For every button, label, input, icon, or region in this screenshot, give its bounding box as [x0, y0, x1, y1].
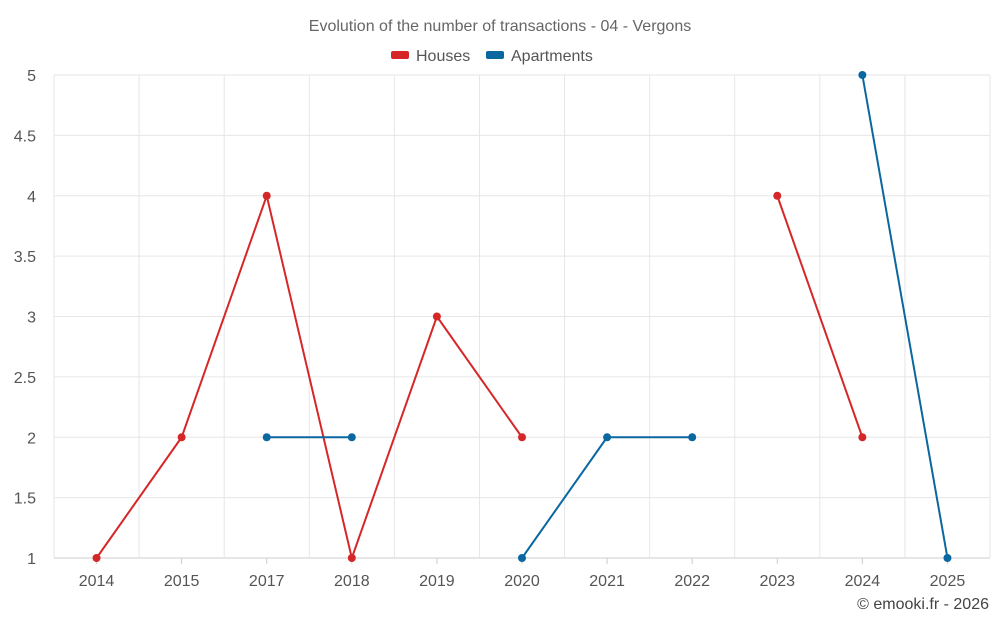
- data-point-apartments[interactable]: [518, 554, 526, 562]
- x-tick-label: 2024: [845, 573, 881, 590]
- chart-title: Evolution of the number of transactions …: [309, 18, 691, 35]
- data-point-apartments[interactable]: [347, 433, 356, 442]
- y-tick-label: 1.5: [14, 491, 36, 508]
- series-line-houses: [95, 194, 523, 559]
- series-apartments: [262, 71, 952, 562]
- series: [92, 71, 952, 562]
- data-point-apartments[interactable]: [858, 71, 867, 79]
- legend-item-houses[interactable]: Houses: [391, 48, 470, 65]
- legend-item-apartments[interactable]: Apartments: [486, 48, 593, 65]
- y-tick-label: 2.5: [14, 370, 36, 387]
- y-tick-label: 4: [27, 189, 36, 206]
- data-point-apartments[interactable]: [943, 554, 952, 562]
- grid: [53, 74, 991, 559]
- x-axis: 2014 2015 2017 2018 2019 2020 2021 2022 2023 2024…: [79, 558, 966, 590]
- data-point-houses[interactable]: [432, 312, 441, 321]
- data-point-houses[interactable]: [92, 554, 101, 562]
- y-tick-label: 3.5: [14, 249, 36, 266]
- x-tick-label: 2023: [759, 573, 795, 590]
- data-point-houses[interactable]: [177, 433, 186, 442]
- data-point-houses[interactable]: [347, 554, 356, 562]
- x-tick-label: 2018: [334, 573, 370, 590]
- data-point-houses[interactable]: [773, 191, 782, 200]
- y-axis: 1 1.5 2 2.5 3 3.5 4 4.5 5: [14, 68, 36, 568]
- legend: Houses Apartments: [391, 48, 593, 65]
- series-line-houses: [776, 195, 864, 438]
- data-point-houses[interactable]: [858, 433, 867, 442]
- x-tick-label: 2019: [419, 573, 455, 590]
- x-tick-label: 2015: [164, 573, 200, 590]
- legend-label-houses: Houses: [416, 48, 470, 65]
- data-point-apartments[interactable]: [688, 433, 697, 442]
- y-tick-label: 4.5: [14, 128, 36, 145]
- x-tick-label: 2020: [504, 573, 540, 590]
- legend-label-apartments: Apartments: [511, 48, 593, 65]
- y-tick-label: 2: [27, 430, 36, 447]
- data-point-apartments[interactable]: [262, 433, 271, 442]
- y-tick-label: 1: [27, 551, 36, 568]
- x-tick-label: 2022: [674, 573, 710, 590]
- data-point-houses[interactable]: [262, 191, 271, 200]
- series-line-apartments: [861, 74, 949, 559]
- series-houses: [92, 191, 867, 562]
- x-tick-label: 2017: [249, 573, 285, 590]
- x-tick-label: 2014: [79, 573, 115, 590]
- x-tick-label: 2021: [589, 573, 625, 590]
- y-tick-label: 3: [27, 310, 36, 327]
- data-point-houses[interactable]: [518, 433, 526, 442]
- y-tick-label: 5: [27, 68, 36, 85]
- x-tick-label: 2025: [930, 573, 966, 590]
- credit-text: © emooki.fr - 2026: [857, 596, 989, 613]
- legend-swatch-apartments: [486, 51, 504, 59]
- legend-swatch-houses: [391, 51, 409, 59]
- data-point-apartments[interactable]: [603, 433, 612, 442]
